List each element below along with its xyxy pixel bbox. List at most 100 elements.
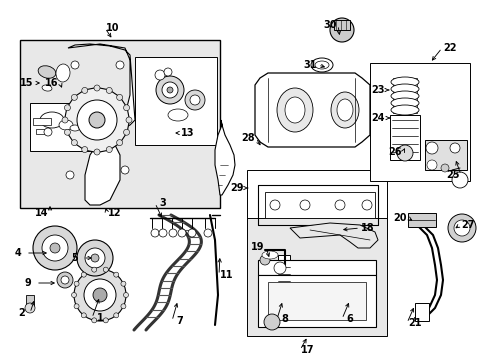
Circle shape [264, 314, 280, 330]
Text: 27: 27 [460, 220, 474, 230]
Circle shape [451, 172, 467, 188]
Text: 18: 18 [361, 223, 374, 233]
Circle shape [81, 87, 87, 94]
Text: 28: 28 [241, 133, 254, 143]
Text: 22: 22 [442, 43, 456, 53]
Circle shape [151, 229, 159, 237]
Circle shape [77, 100, 117, 140]
Circle shape [159, 229, 167, 237]
Circle shape [334, 200, 345, 210]
Polygon shape [215, 120, 235, 195]
Ellipse shape [42, 85, 52, 91]
Circle shape [114, 313, 119, 318]
Circle shape [71, 61, 79, 69]
Bar [258, 275, 375, 327]
Circle shape [123, 129, 129, 135]
Bar [30, 103, 92, 151]
Text: 17: 17 [301, 345, 314, 355]
Text: 15: 15 [20, 78, 34, 88]
Text: 19: 19 [251, 242, 264, 252]
Circle shape [85, 248, 105, 268]
Circle shape [117, 94, 122, 100]
Text: 7: 7 [176, 316, 183, 326]
Bar [424, 140, 466, 170]
Text: 6: 6 [346, 314, 353, 324]
Text: 8: 8 [281, 314, 288, 324]
Circle shape [61, 276, 69, 284]
Circle shape [169, 229, 177, 237]
Circle shape [449, 143, 459, 153]
Circle shape [71, 94, 77, 100]
Circle shape [187, 229, 196, 237]
Circle shape [184, 90, 204, 110]
Text: 25: 25 [446, 170, 459, 180]
Circle shape [269, 200, 280, 210]
Text: 4: 4 [15, 248, 21, 258]
Circle shape [167, 87, 173, 93]
Circle shape [273, 262, 285, 274]
Circle shape [396, 145, 412, 161]
Circle shape [453, 220, 469, 236]
Text: 21: 21 [407, 318, 421, 328]
Circle shape [106, 147, 112, 153]
Circle shape [114, 272, 119, 277]
Ellipse shape [390, 84, 418, 94]
Circle shape [64, 129, 70, 135]
Ellipse shape [390, 91, 418, 101]
Circle shape [50, 243, 60, 253]
Circle shape [190, 95, 200, 105]
Circle shape [57, 272, 73, 288]
Polygon shape [68, 44, 135, 205]
Circle shape [81, 313, 86, 318]
Ellipse shape [336, 99, 352, 121]
Circle shape [65, 88, 129, 152]
Circle shape [92, 318, 97, 323]
Text: 10: 10 [106, 23, 120, 33]
Bar [246, 218, 386, 336]
Ellipse shape [310, 58, 332, 72]
Circle shape [74, 269, 126, 321]
Circle shape [121, 166, 129, 174]
Ellipse shape [262, 251, 278, 259]
Bar [278, 255, 289, 310]
Bar [407, 213, 435, 227]
Circle shape [121, 281, 126, 286]
Circle shape [155, 70, 164, 80]
Text: 30: 30 [323, 20, 336, 30]
Circle shape [64, 105, 70, 111]
Text: 24: 24 [370, 113, 384, 123]
Bar [26, 295, 34, 307]
Circle shape [71, 140, 77, 146]
Circle shape [94, 85, 100, 91]
Circle shape [81, 147, 87, 153]
Circle shape [116, 61, 124, 69]
Circle shape [447, 214, 475, 242]
Circle shape [361, 200, 371, 210]
Circle shape [84, 279, 116, 311]
Circle shape [103, 267, 108, 272]
Text: 20: 20 [392, 213, 406, 223]
Circle shape [71, 292, 76, 297]
Text: 23: 23 [370, 85, 384, 95]
Bar [258, 260, 375, 275]
Circle shape [121, 304, 126, 309]
Circle shape [299, 200, 309, 210]
Circle shape [178, 229, 185, 237]
Circle shape [440, 164, 448, 172]
Text: 29: 29 [230, 183, 243, 193]
Circle shape [42, 235, 68, 261]
Ellipse shape [59, 120, 73, 130]
Bar [389, 115, 419, 160]
Text: 3: 3 [159, 198, 166, 208]
Circle shape [25, 303, 35, 313]
Circle shape [94, 149, 100, 155]
Ellipse shape [390, 98, 418, 108]
Circle shape [44, 128, 52, 136]
Text: 11: 11 [220, 270, 233, 280]
Circle shape [103, 318, 108, 323]
Circle shape [163, 68, 172, 76]
Text: 1: 1 [97, 313, 103, 323]
Ellipse shape [38, 66, 56, 78]
Circle shape [260, 255, 269, 265]
Text: 14: 14 [35, 208, 49, 218]
